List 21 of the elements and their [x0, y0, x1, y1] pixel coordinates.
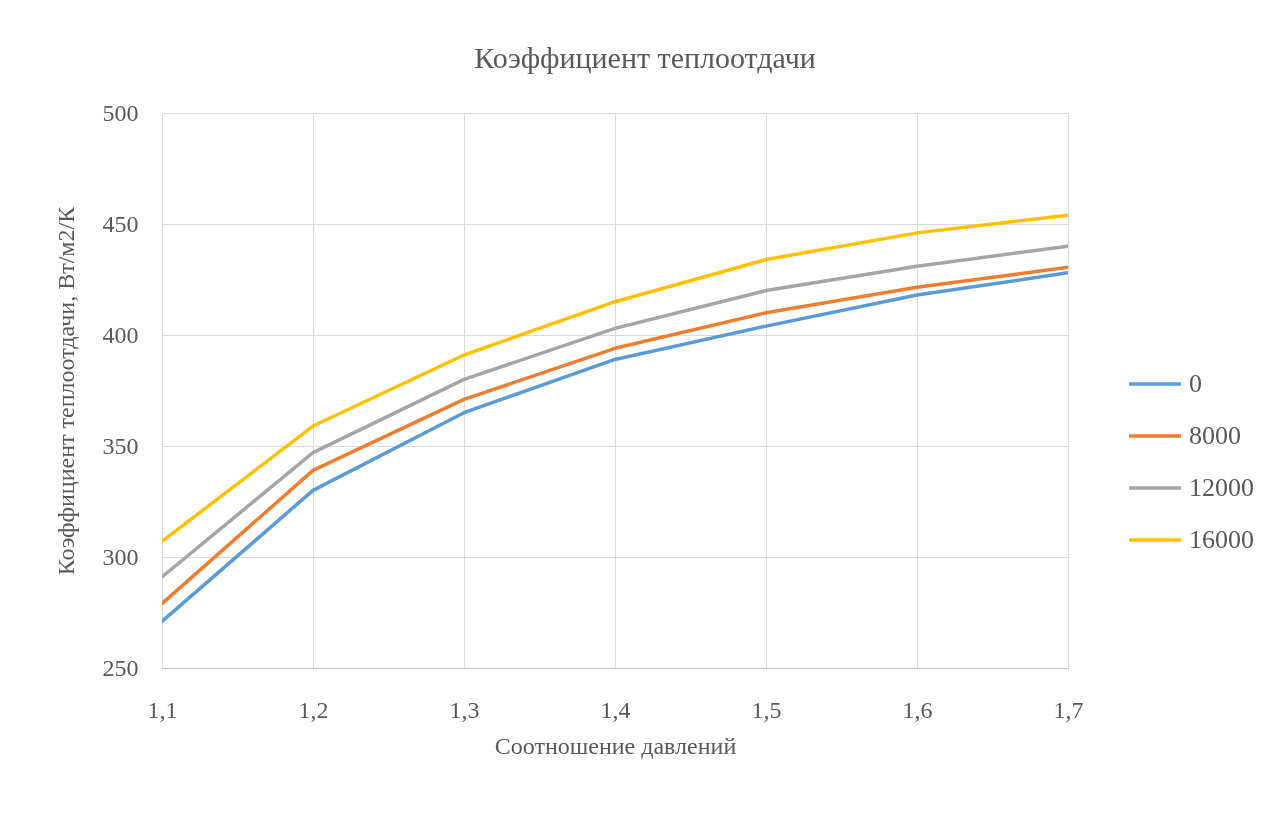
legend-label: 12000 [1189, 473, 1254, 502]
y-tick-label: 450 [102, 210, 139, 237]
y-tick-label: 500 [102, 99, 139, 126]
x-tick-label: 1,7 [1053, 696, 1084, 723]
y-axis-title: Коэффициент теплоотдачи, Вт/м2/К [52, 205, 79, 576]
line-series [162, 213, 1068, 544]
y-tick-label: 350 [102, 432, 139, 459]
y-tick-label: 400 [102, 321, 139, 348]
legend-label: 0 [1189, 369, 1202, 398]
legend-label: 8000 [1189, 421, 1241, 450]
y-tick-label: 250 [102, 654, 139, 681]
x-tick-label: 1,3 [449, 696, 480, 723]
x-tick-label: 1,6 [902, 696, 933, 723]
chart-title: Коэффициент теплоотдачи [474, 41, 816, 74]
legend-label: 16000 [1189, 525, 1254, 554]
x-tick-label: 1,1 [147, 696, 178, 723]
y-tick-label: 300 [102, 543, 139, 570]
x-tick-label: 1,4 [600, 696, 631, 723]
x-tick-label: 1,5 [751, 696, 782, 723]
x-axis-title: Соотношение давлений [494, 732, 737, 759]
x-tick-label: 1,2 [298, 696, 329, 723]
